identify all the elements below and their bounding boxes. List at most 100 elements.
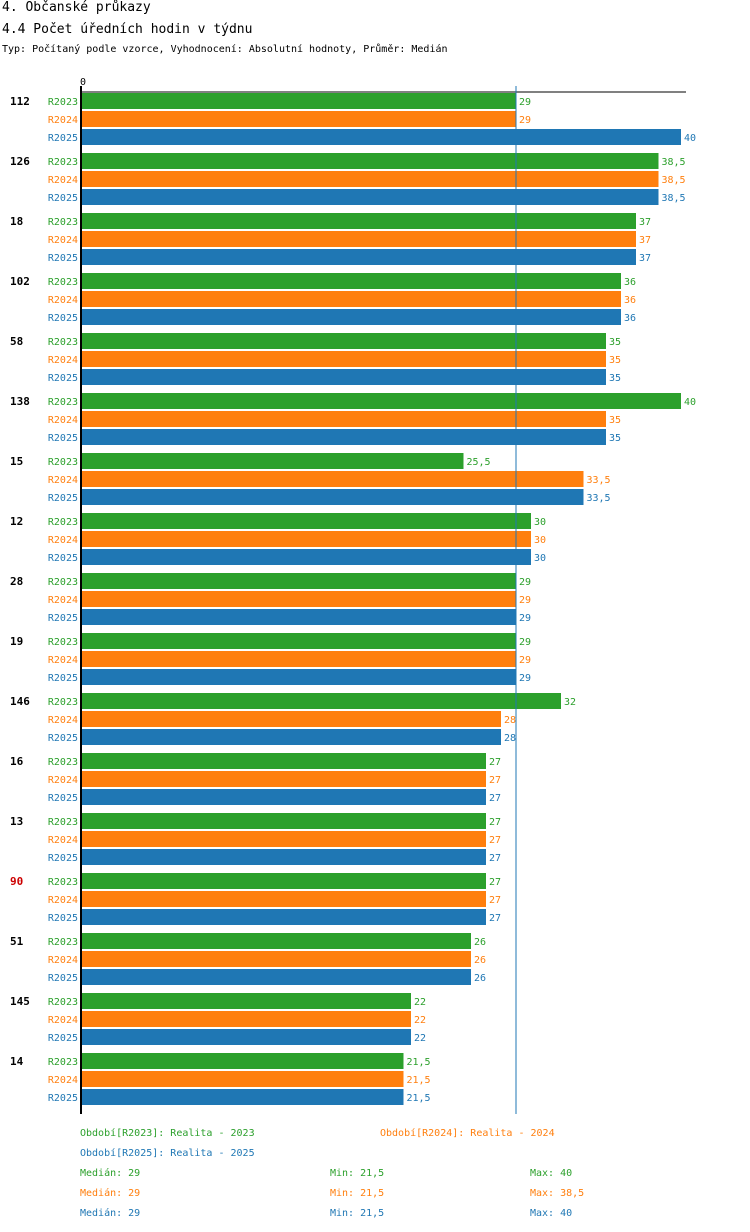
series-label-r2023-19: R2023	[48, 637, 78, 648]
value-label-r2024-112: 29	[519, 115, 531, 126]
bar-r2024-102	[81, 291, 621, 307]
legend-period-r2024: Období[R2024]: Realita - 2024	[380, 1128, 555, 1139]
bar-r2024-51	[81, 951, 471, 967]
series-label-r2025-112: R2025	[48, 133, 78, 144]
series-label-r2023-112: R2023	[48, 97, 78, 108]
value-label-r2024-126: 38,5	[662, 175, 686, 186]
bar-r2025-126	[81, 189, 659, 205]
bar-r2023-126	[81, 153, 659, 169]
value-label-r2023-18: 37	[639, 217, 651, 228]
bar-r2024-12	[81, 531, 531, 547]
series-label-r2025-90: R2025	[48, 913, 78, 924]
value-label-r2025-58: 35	[609, 373, 621, 384]
bar-r2025-19	[81, 669, 516, 685]
bar-r2025-28	[81, 609, 516, 625]
bar-r2024-126	[81, 171, 659, 187]
category-label-58: 58	[10, 335, 23, 348]
bar-r2023-138	[81, 393, 681, 409]
bar-r2024-146	[81, 711, 501, 727]
value-label-r2025-146: 28	[504, 733, 516, 744]
category-label-146: 146	[10, 695, 30, 708]
series-label-r2023-145: R2023	[48, 997, 78, 1008]
series-label-r2025-16: R2025	[48, 793, 78, 804]
category-label-13: 13	[10, 815, 23, 828]
category-label-138: 138	[10, 395, 30, 408]
value-label-r2025-145: 22	[414, 1033, 426, 1044]
stat-max-r2024: Max: 38,5	[530, 1188, 585, 1199]
value-label-r2023-58: 35	[609, 337, 621, 348]
series-label-r2023-51: R2023	[48, 937, 78, 948]
value-label-r2024-58: 35	[609, 355, 621, 366]
series-label-r2024-145: R2024	[48, 1015, 78, 1026]
series-label-r2023-16: R2023	[48, 757, 78, 768]
bar-r2025-138	[81, 429, 606, 445]
value-label-r2023-13: 27	[489, 817, 501, 828]
series-label-r2025-126: R2025	[48, 193, 78, 204]
value-label-r2024-90: 27	[489, 895, 501, 906]
series-label-r2023-126: R2023	[48, 157, 78, 168]
bar-r2024-15	[81, 471, 584, 487]
value-label-r2025-16: 27	[489, 793, 501, 804]
value-label-r2025-18: 37	[639, 253, 651, 264]
category-label-16: 16	[10, 755, 24, 768]
bar-r2025-145	[81, 1029, 411, 1045]
category-label-51: 51	[10, 935, 24, 948]
category-label-12: 12	[10, 515, 23, 528]
series-label-r2025-13: R2025	[48, 853, 78, 864]
series-label-r2024-15: R2024	[48, 475, 78, 486]
stat-min-r2023: Min: 21,5	[330, 1168, 385, 1179]
bar-r2024-28	[81, 591, 516, 607]
bar-r2025-146	[81, 729, 501, 745]
bar-chart: 0 112 R2023 29 R2024 29 R2025 40 126 R2023 38,5 R20…	[10, 77, 696, 1114]
series-label-r2025-58: R2025	[48, 373, 78, 384]
value-label-r2023-138: 40	[684, 397, 696, 408]
category-label-112: 112	[10, 95, 30, 108]
value-label-r2025-112: 40	[684, 133, 696, 144]
series-label-r2023-58: R2023	[48, 337, 78, 348]
bar-r2023-13	[81, 813, 486, 829]
value-label-r2023-145: 22	[414, 997, 426, 1008]
legend-period-r2025: Období[R2025]: Realita - 2025	[80, 1148, 255, 1159]
bar-r2024-18	[81, 231, 636, 247]
series-label-r2023-13: R2023	[48, 817, 78, 828]
series-label-r2025-14: R2025	[48, 1093, 78, 1104]
bar-r2023-51	[81, 933, 471, 949]
value-label-r2023-19: 29	[519, 637, 531, 648]
category-label-18: 18	[10, 215, 23, 228]
category-label-90: 90	[10, 875, 23, 888]
series-label-r2023-12: R2023	[48, 517, 78, 528]
value-label-r2023-15: 25,5	[467, 457, 491, 468]
series-label-r2024-146: R2024	[48, 715, 78, 726]
bar-r2024-13	[81, 831, 486, 847]
series-label-r2024-18: R2024	[48, 235, 78, 246]
stat-median-r2024: Medián: 29	[80, 1188, 141, 1199]
value-label-r2023-112: 29	[519, 97, 531, 108]
series-label-r2025-19: R2025	[48, 673, 78, 684]
series-label-r2024-90: R2024	[48, 895, 78, 906]
bar-r2023-15	[81, 453, 464, 469]
value-label-r2024-12: 30	[534, 535, 546, 546]
value-label-r2025-90: 27	[489, 913, 501, 924]
value-label-r2023-28: 29	[519, 577, 531, 588]
bar-r2025-112	[81, 129, 681, 145]
stat-min-r2025: Min: 21,5	[330, 1208, 385, 1219]
value-label-r2025-13: 27	[489, 853, 501, 864]
bar-r2023-28	[81, 573, 516, 589]
value-label-r2024-13: 27	[489, 835, 501, 846]
category-label-14: 14	[10, 1055, 24, 1068]
bar-r2023-19	[81, 633, 516, 649]
series-label-r2024-51: R2024	[48, 955, 78, 966]
value-label-r2023-51: 26	[474, 937, 486, 948]
bar-r2024-90	[81, 891, 486, 907]
value-label-r2024-146: 28	[504, 715, 516, 726]
bar-r2024-138	[81, 411, 606, 427]
bar-r2024-58	[81, 351, 606, 367]
value-label-r2023-90: 27	[489, 877, 501, 888]
bar-r2023-146	[81, 693, 561, 709]
series-label-r2025-12: R2025	[48, 553, 78, 564]
stat-max-r2023: Max: 40	[530, 1168, 573, 1179]
stat-median-r2025: Medián: 29	[80, 1208, 141, 1219]
bar-r2023-16	[81, 753, 486, 769]
bar-r2023-102	[81, 273, 621, 289]
series-label-r2024-58: R2024	[48, 355, 78, 366]
